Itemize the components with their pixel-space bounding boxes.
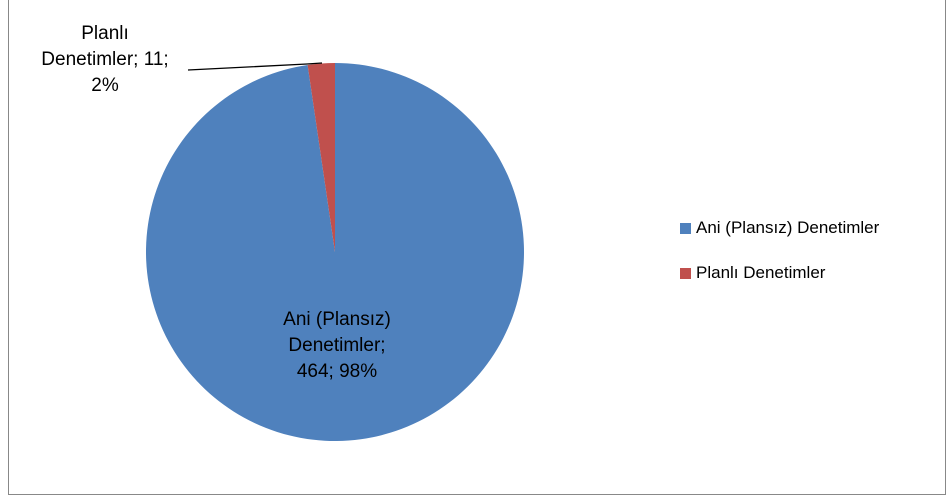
legend-swatch-planli xyxy=(680,267,691,279)
legend-item-planli[interactable]: Planlı Denetimler xyxy=(680,261,879,285)
legend-swatch-ani xyxy=(680,222,691,234)
legend-label-planli: Planlı Denetimler xyxy=(696,263,826,282)
data-label-planli: Planlı Denetimler; 11; 2% xyxy=(15,21,195,99)
leader-line xyxy=(187,62,323,71)
pie-slices xyxy=(146,63,524,441)
chart-frame xyxy=(8,0,946,495)
data-label-planli-line3: 2% xyxy=(91,75,119,96)
legend: Ani (Plansız) Denetimler Planlı Denetiml… xyxy=(680,216,879,306)
data-label-planli-line2: Denetimler; 11; xyxy=(41,49,169,70)
legend-label-ani: Ani (Plansız) Denetimler xyxy=(696,218,880,237)
legend-item-ani[interactable]: Ani (Plansız) Denetimler xyxy=(680,216,879,240)
data-label-planli-line1: Planlı xyxy=(81,23,129,44)
data-label-ani-line2: Denetimler; xyxy=(288,335,386,356)
data-label-ani-line3: 464; 98% xyxy=(296,361,378,382)
pie-slice-planli[interactable] xyxy=(307,63,335,252)
data-label-ani-line1: Ani (Plansız) xyxy=(283,309,391,330)
data-label-ani: Ani (Plansız) Denetimler; 464; 98% xyxy=(262,307,412,385)
